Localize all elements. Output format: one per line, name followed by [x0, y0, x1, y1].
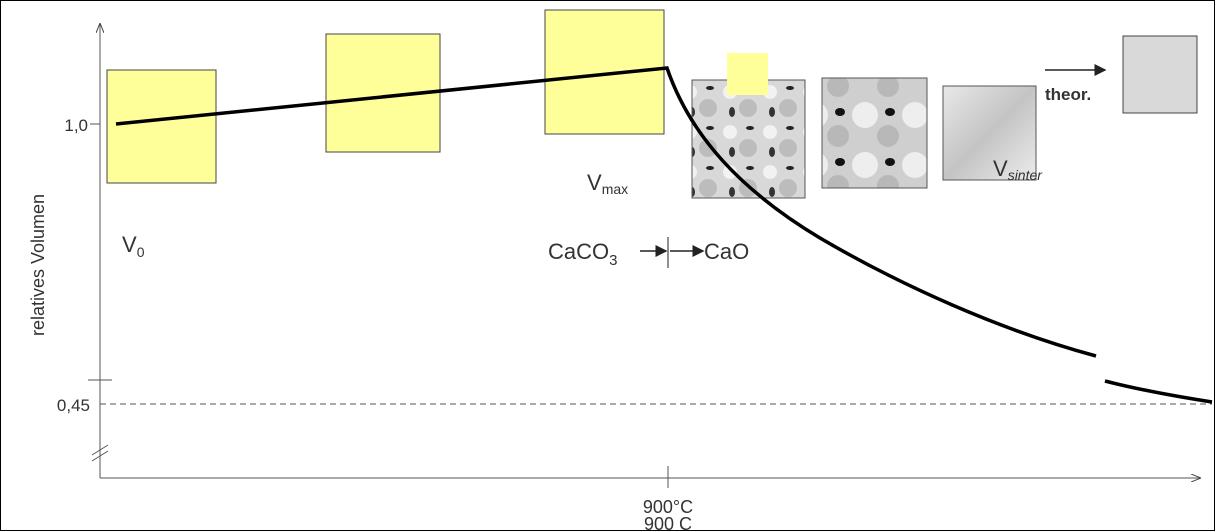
product-label: CaO [704, 239, 749, 264]
label-sub: sinter [1008, 167, 1044, 183]
theoretical-box [1123, 36, 1197, 113]
label-main: CaCO [548, 239, 609, 264]
y-tick-label: 0,45 [57, 396, 90, 415]
y-tick-label: 1,0 [64, 116, 88, 135]
label-sub: 0 [137, 244, 145, 260]
micrograph [943, 86, 1036, 180]
label-sub: 3 [609, 252, 617, 269]
diagram: 1,0 0,45 relatives Volumen 900°C 900 C t… [0, 0, 1215, 531]
volume-box [107, 70, 216, 183]
y-axis-label: relatives Volumen [28, 194, 48, 336]
label-main: V [993, 156, 1008, 181]
volume-box [545, 10, 664, 134]
micrograph [692, 80, 805, 198]
small-volume-box [727, 53, 768, 95]
theor-label: theor. [1045, 85, 1091, 104]
label-main: V [122, 232, 137, 257]
micrograph [822, 78, 927, 188]
label-main: V [587, 170, 602, 195]
label-sub: max [602, 181, 628, 197]
x-tick-label-ghost: 900 C [644, 514, 692, 531]
